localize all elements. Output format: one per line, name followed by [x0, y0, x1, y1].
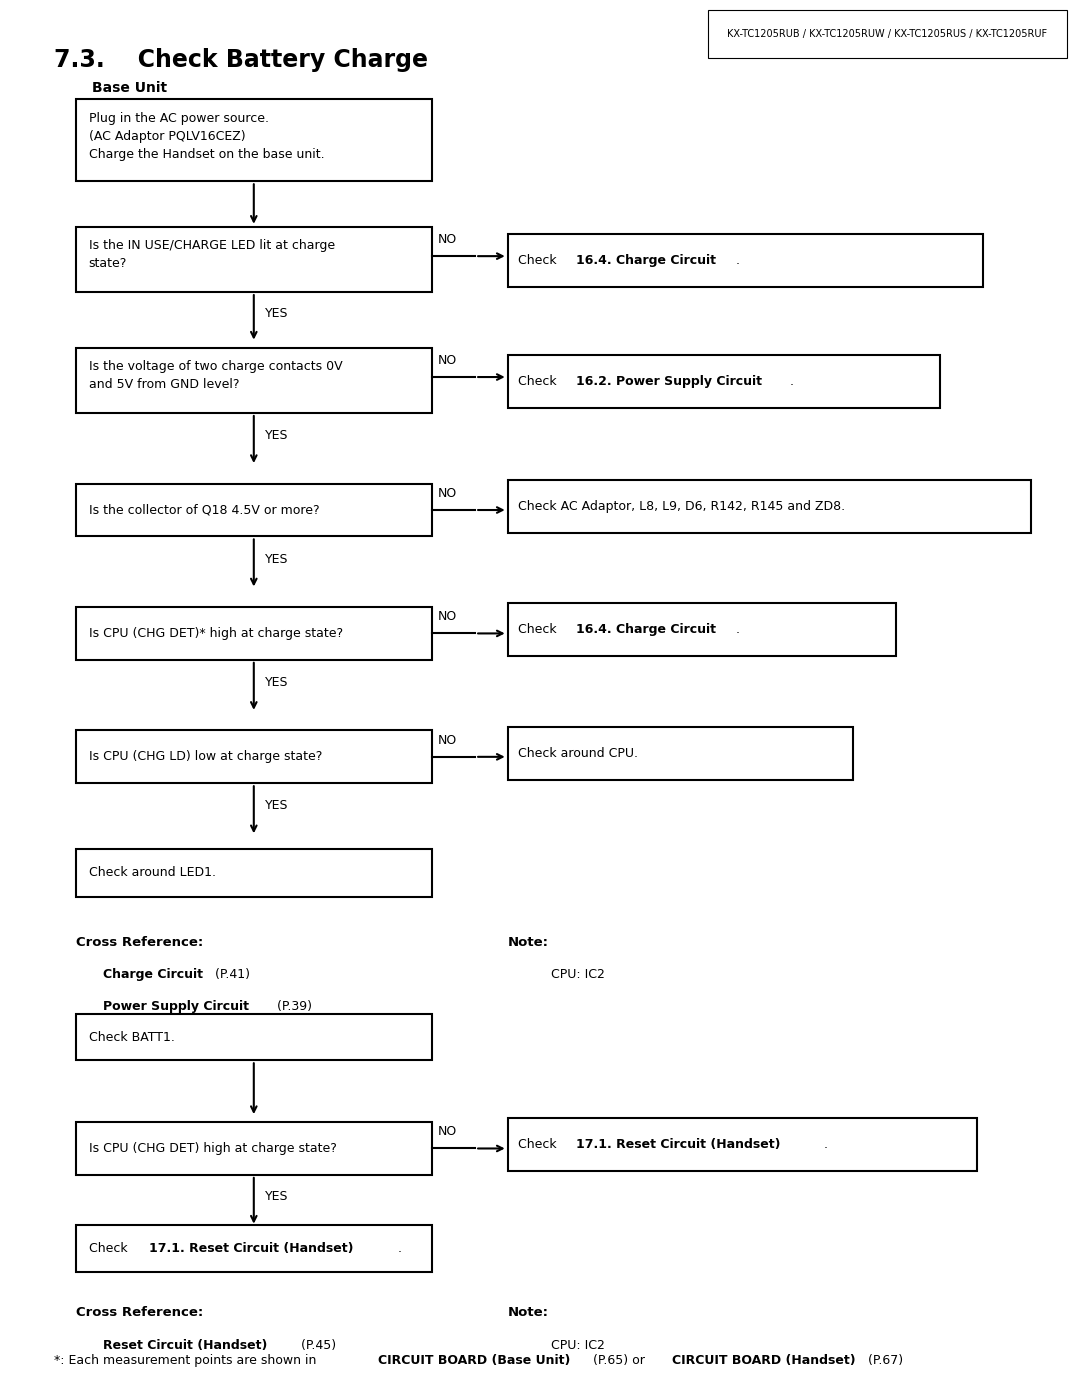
Text: (P.65) or: (P.65) or — [589, 1354, 648, 1366]
FancyBboxPatch shape — [76, 348, 432, 414]
Text: (P.39): (P.39) — [273, 1000, 312, 1013]
FancyBboxPatch shape — [76, 226, 432, 292]
Text: Is the IN USE/CHARGE LED lit at charge
state?: Is the IN USE/CHARGE LED lit at charge s… — [89, 239, 335, 270]
FancyBboxPatch shape — [76, 1014, 432, 1060]
Text: CPU: IC2: CPU: IC2 — [551, 1338, 605, 1352]
Text: Check: Check — [518, 374, 561, 388]
Text: KX-TC1205RUB / KX-TC1205RUW / KX-TC1205RUS / KX-TC1205RUF: KX-TC1205RUB / KX-TC1205RUW / KX-TC1205R… — [728, 29, 1048, 39]
Text: Check AC Adaptor, L8, L9, D6, R142, R145 and ZD8.: Check AC Adaptor, L8, L9, D6, R142, R145… — [518, 500, 846, 513]
Text: *: Each measurement points are shown in: *: Each measurement points are shown in — [54, 1354, 321, 1366]
Text: CIRCUIT BOARD (Handset): CIRCUIT BOARD (Handset) — [672, 1354, 855, 1366]
Text: 17.1. Reset Circuit (Handset): 17.1. Reset Circuit (Handset) — [576, 1139, 780, 1151]
Text: Note:: Note: — [508, 936, 549, 949]
FancyBboxPatch shape — [76, 731, 432, 784]
Text: 16.4. Charge Circuit: 16.4. Charge Circuit — [576, 623, 716, 636]
Text: Power Supply Circuit: Power Supply Circuit — [103, 1000, 248, 1013]
FancyBboxPatch shape — [76, 99, 432, 182]
Text: Check: Check — [89, 1242, 131, 1255]
Text: YES: YES — [265, 1190, 288, 1203]
FancyBboxPatch shape — [76, 606, 432, 659]
Text: Check around CPU.: Check around CPU. — [518, 746, 638, 760]
Text: CPU: IC2: CPU: IC2 — [551, 968, 605, 982]
Text: NO: NO — [437, 610, 457, 623]
Text: 17.1. Reset Circuit (Handset): 17.1. Reset Circuit (Handset) — [149, 1242, 353, 1255]
Text: CIRCUIT BOARD (Base Unit): CIRCUIT BOARD (Base Unit) — [378, 1354, 570, 1366]
FancyBboxPatch shape — [76, 849, 432, 897]
Text: .: . — [735, 254, 740, 267]
Text: NO: NO — [437, 488, 457, 500]
FancyBboxPatch shape — [508, 479, 1031, 532]
Text: Is CPU (CHG LD) low at charge state?: Is CPU (CHG LD) low at charge state? — [89, 750, 322, 763]
FancyBboxPatch shape — [76, 1122, 432, 1175]
Text: NO: NO — [437, 1126, 457, 1139]
Text: Is the collector of Q18 4.5V or more?: Is the collector of Q18 4.5V or more? — [89, 503, 320, 517]
FancyBboxPatch shape — [76, 1225, 432, 1271]
FancyBboxPatch shape — [76, 483, 432, 536]
Text: HANDSET: HANDSET — [76, 1023, 150, 1037]
Text: NO: NO — [437, 733, 457, 747]
Text: YES: YES — [265, 799, 288, 813]
Text: YES: YES — [265, 429, 288, 443]
FancyBboxPatch shape — [508, 1118, 977, 1171]
Text: .: . — [735, 623, 740, 636]
Text: Check: Check — [518, 1139, 561, 1151]
FancyBboxPatch shape — [508, 355, 940, 408]
Text: Reset Circuit (Handset): Reset Circuit (Handset) — [103, 1338, 267, 1352]
Text: Base Unit: Base Unit — [92, 81, 167, 95]
Text: 16.4. Charge Circuit: 16.4. Charge Circuit — [576, 254, 716, 267]
FancyBboxPatch shape — [508, 726, 853, 780]
Text: Check around LED1.: Check around LED1. — [89, 866, 216, 879]
Text: YES: YES — [265, 553, 288, 566]
Text: .: . — [789, 374, 794, 388]
Text: Is CPU (CHG DET) high at charge state?: Is CPU (CHG DET) high at charge state? — [89, 1141, 337, 1155]
Text: YES: YES — [265, 307, 288, 320]
Text: .: . — [397, 1242, 402, 1255]
Text: Check BATT1.: Check BATT1. — [89, 1031, 175, 1044]
FancyBboxPatch shape — [508, 235, 983, 288]
Text: Cross Reference:: Cross Reference: — [76, 1306, 203, 1319]
Text: .: . — [824, 1139, 828, 1151]
Text: Charge Circuit: Charge Circuit — [103, 968, 203, 982]
Text: NO: NO — [437, 233, 457, 246]
FancyBboxPatch shape — [508, 604, 896, 657]
Text: Is CPU (CHG DET)* high at charge state?: Is CPU (CHG DET)* high at charge state? — [89, 627, 342, 640]
Text: Plug in the AC power source.
(AC Adaptor PQLV16CEZ)
Charge the Handset on the ba: Plug in the AC power source. (AC Adaptor… — [89, 112, 324, 161]
Text: (P.41): (P.41) — [211, 968, 249, 982]
Text: (P.45): (P.45) — [297, 1338, 336, 1352]
Text: Cross Reference:: Cross Reference: — [76, 936, 203, 949]
Text: 16.2. Power Supply Circuit: 16.2. Power Supply Circuit — [576, 374, 761, 388]
Text: Check: Check — [518, 623, 561, 636]
Text: Note:: Note: — [508, 1306, 549, 1319]
Text: (P.67): (P.67) — [864, 1354, 903, 1366]
Text: YES: YES — [265, 676, 288, 689]
Text: 7.3.    Check Battery Charge: 7.3. Check Battery Charge — [54, 47, 428, 71]
Text: NO: NO — [437, 353, 457, 367]
Text: Check: Check — [518, 254, 561, 267]
Text: Is the voltage of two charge contacts 0V
and 5V from GND level?: Is the voltage of two charge contacts 0V… — [89, 360, 342, 391]
